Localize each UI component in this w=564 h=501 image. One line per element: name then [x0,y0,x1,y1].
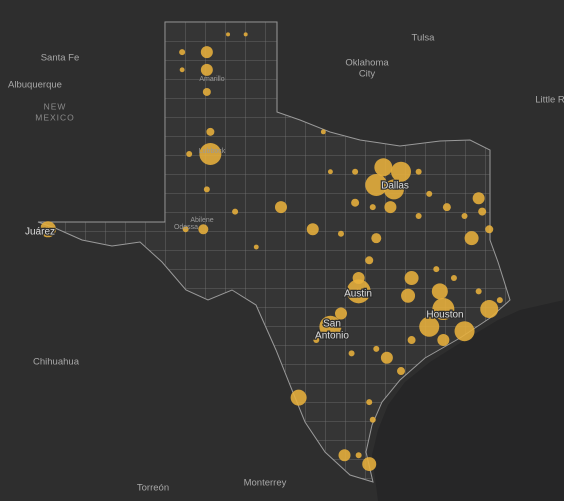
place-label: Torreón [137,483,169,494]
point [199,142,222,165]
state-label: MEXICO [35,112,75,122]
point [200,63,213,76]
city-label: Lubbock [199,148,226,155]
point [352,168,359,175]
point [351,198,360,207]
place-label: Chihuahua [33,357,80,368]
point [243,32,248,37]
point [426,190,433,197]
point [202,87,211,96]
point [454,321,475,342]
point-layer [40,32,503,472]
city-label: Odessa [174,224,198,231]
point [355,452,362,459]
point [179,49,186,56]
point [431,283,448,300]
point [496,297,503,304]
point [226,32,231,37]
point [371,233,382,244]
point [478,207,487,216]
city-label: Austin [344,289,372,300]
point [348,350,355,357]
city-label: Dallas [381,181,409,192]
city-label: San [323,319,341,330]
point [373,345,380,352]
point [290,389,307,406]
point [383,179,404,200]
point [232,208,239,215]
point [337,230,344,237]
point [475,288,482,295]
point [320,129,326,135]
point [365,174,388,196]
point [362,457,377,472]
point [203,186,210,193]
point [253,244,259,250]
point [437,334,450,347]
point [198,224,209,235]
point [40,221,56,238]
point [384,201,397,214]
point [182,226,189,233]
point [415,168,422,175]
point [419,316,440,337]
point [179,67,185,73]
place-label: Oklahoma [345,58,389,69]
city-label: Antonio [315,331,349,342]
point [319,315,342,338]
place-label: Little R [535,95,564,106]
point [374,158,393,177]
point [327,169,333,175]
point [450,275,457,282]
point [365,256,374,265]
point [346,279,371,304]
place-label: City [359,69,376,80]
point [485,225,494,234]
place-label: Santa Fe [41,53,80,64]
point [306,223,319,236]
place-label: Tulsa [412,33,436,44]
point [461,213,468,220]
point [401,288,416,303]
point [442,203,451,212]
point [274,201,287,214]
point [206,127,215,136]
point [313,337,320,344]
point [186,150,193,157]
place-labels: Santa Fe Albuquerque NEW MEXICO Tulsa Ok… [8,33,564,494]
point [369,204,376,211]
point [472,192,485,205]
point [397,367,405,376]
city-label: Juárez [25,227,55,238]
point [404,271,419,286]
place-label: Monterrey [244,478,287,489]
point [380,351,393,364]
point [480,300,499,319]
city-label: Amarillo [199,76,224,83]
city-label: Abilene [190,217,213,224]
gulf-water [372,300,564,501]
state-label: NEW [44,101,67,111]
point [200,46,213,59]
point [366,399,373,406]
point [338,449,351,462]
point [391,161,411,182]
point [369,416,376,423]
point [415,213,422,220]
point [432,298,455,321]
point [407,336,416,345]
city-label: Houston [426,310,463,321]
place-label: Albuquerque [8,80,62,91]
point [433,266,440,273]
point [464,231,479,246]
point [334,307,347,320]
